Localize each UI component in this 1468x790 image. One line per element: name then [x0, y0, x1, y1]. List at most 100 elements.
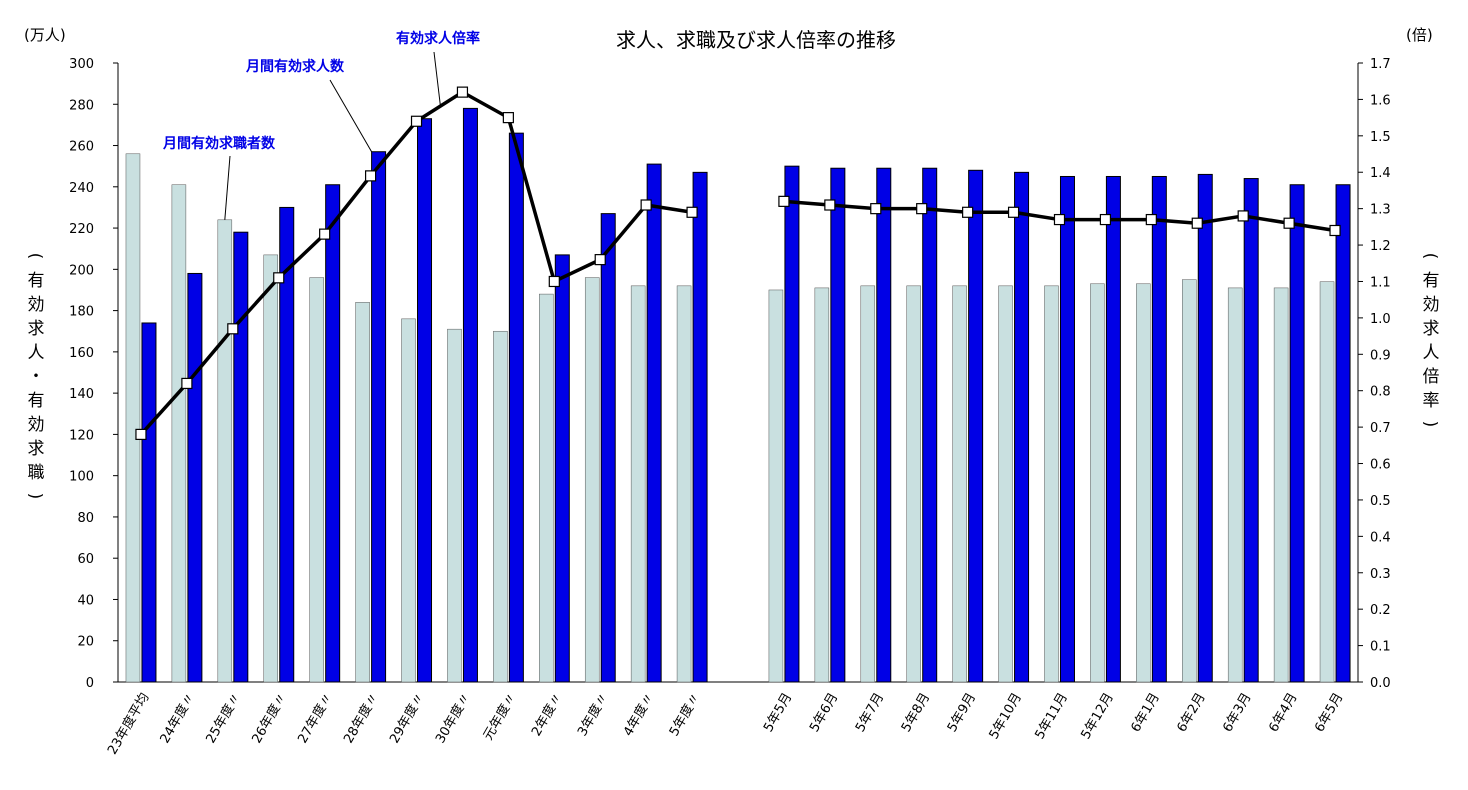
job-seekers-bar — [355, 302, 370, 683]
category-label: 5年11月 — [1033, 691, 1071, 743]
left-tick-label: 300 — [69, 57, 94, 72]
job-seekers-bar — [630, 285, 646, 683]
ratio-point — [364, 170, 377, 182]
ratio-point — [962, 206, 974, 218]
job-seekers-bar — [401, 318, 416, 683]
ratio-point — [273, 272, 285, 284]
annotation-leader-line — [224, 155, 231, 220]
right-axis-title-char: ) — [1420, 421, 1440, 428]
left-tick-label: 240 — [69, 181, 94, 196]
job-openings-bar — [462, 107, 478, 683]
right-tick-label: 0.3 — [1370, 567, 1391, 582]
right-axis-title-char: ( — [1420, 253, 1440, 260]
job-seekers-bar — [447, 328, 462, 683]
right-tick-label: 0.0 — [1370, 676, 1391, 691]
category-label: 30年度〃 — [432, 690, 474, 746]
job-openings-bar — [1059, 175, 1075, 683]
category-label: 25年度〃 — [203, 690, 245, 746]
left-axis-title-char: ( — [25, 253, 45, 260]
left-tick-label: 220 — [69, 222, 94, 237]
ratio-point — [640, 199, 652, 211]
ratio-point — [1191, 217, 1203, 229]
right-axis-title-char: 効 — [1423, 295, 1440, 315]
ratio-point — [1007, 206, 1020, 218]
right-axis-title-char: 有 — [1423, 271, 1440, 291]
ratio-point — [227, 323, 239, 335]
job-openings-bar — [233, 231, 249, 683]
ratio-point — [686, 206, 698, 218]
job-openings-bar — [1335, 184, 1351, 683]
job-openings-bar — [141, 322, 157, 683]
category-label: 28年度〃 — [340, 690, 382, 746]
category-label: 5年度〃 — [666, 690, 703, 739]
series-annotation: 有効求人倍率 — [396, 30, 480, 47]
left-unit-label: (万人) — [24, 26, 66, 44]
left-axis-title-char: 効 — [28, 415, 45, 435]
job-openings-bar — [187, 272, 203, 683]
job-openings-bar — [830, 167, 846, 683]
category-label: 24年度〃 — [157, 690, 199, 746]
chart-title: 求人、求職及び求人倍率の推移 — [616, 28, 896, 52]
job-seekers-bar — [860, 285, 876, 683]
category-label: 27年度〃 — [295, 690, 337, 746]
job-seekers-bar — [998, 285, 1013, 683]
ratio-point — [1145, 213, 1157, 226]
left-tick-label: 200 — [69, 263, 94, 278]
annotation-leader-line — [433, 51, 441, 107]
category-label: 23年度平均 — [104, 690, 152, 757]
job-openings-bar — [1151, 175, 1167, 683]
left-tick-label: 260 — [69, 140, 94, 155]
category-label: 4年度〃 — [620, 690, 657, 739]
right-tick-label: 0.5 — [1370, 494, 1391, 509]
left-tick-label: 180 — [69, 305, 94, 320]
right-tick-label: 1.5 — [1370, 130, 1391, 145]
right-tick-label: 1.1 — [1370, 275, 1391, 290]
job-openings-bar — [1105, 175, 1121, 683]
job-seekers-bar — [1136, 283, 1151, 683]
ratio-point — [456, 86, 469, 98]
ratio-point — [824, 199, 836, 211]
job-seekers-bar — [1227, 287, 1243, 683]
category-label: 6年2月 — [1174, 691, 1208, 735]
left-axis-title-char: 人 — [28, 343, 45, 363]
left-tick-label: 120 — [69, 428, 94, 443]
job-seekers-bar — [125, 153, 141, 683]
left-tick-label: 40 — [77, 593, 94, 608]
job-seekers-bar — [906, 285, 921, 683]
category-label: 26年度〃 — [249, 690, 291, 746]
job-openings-bar — [646, 163, 662, 683]
right-tick-label: 0.7 — [1370, 421, 1391, 436]
right-unit-label: (倍) — [1406, 26, 1433, 44]
series-annotation: 月間有効求人数 — [245, 58, 345, 75]
category-label: 6年3月 — [1220, 691, 1254, 735]
job-seekers-bar — [539, 293, 554, 683]
job-openings-bar — [784, 165, 800, 683]
job-openings-bar — [692, 171, 708, 683]
left-axis-title: (有効求人・有効求職) — [25, 253, 45, 500]
job-openings-bar — [1197, 173, 1213, 683]
left-axis-title-char: 求 — [28, 439, 45, 459]
right-axis-title: (有効求人倍率) — [1420, 253, 1440, 428]
job-seekers-bar — [1044, 285, 1059, 683]
job-seekers-bar — [952, 285, 967, 683]
left-axis-title-char: 有 — [28, 391, 45, 411]
right-tick-label: 0.2 — [1370, 603, 1391, 618]
job-openings-bar — [554, 254, 570, 683]
job-openings-bar — [876, 167, 892, 683]
right-tick-label: 1.6 — [1370, 93, 1391, 108]
job-seekers-bar — [263, 254, 278, 683]
left-axis-title-char: ・ — [28, 367, 45, 387]
job-openings-bar — [417, 118, 433, 683]
ratio-point — [1237, 210, 1249, 222]
right-tick-label: 0.1 — [1370, 640, 1391, 655]
job-seekers-bar — [1090, 283, 1105, 683]
category-label: 5年9月 — [945, 691, 979, 735]
category-label: 5年12月 — [1078, 691, 1116, 743]
job-seekers-bar — [1319, 281, 1335, 683]
left-tick-label: 140 — [69, 387, 94, 402]
ratio-point — [916, 203, 928, 215]
ratio-point — [1283, 217, 1295, 229]
right-axis-title-char: 人 — [1423, 343, 1440, 363]
category-label: 5年5月 — [761, 691, 795, 735]
job-openings-bar — [968, 169, 984, 683]
